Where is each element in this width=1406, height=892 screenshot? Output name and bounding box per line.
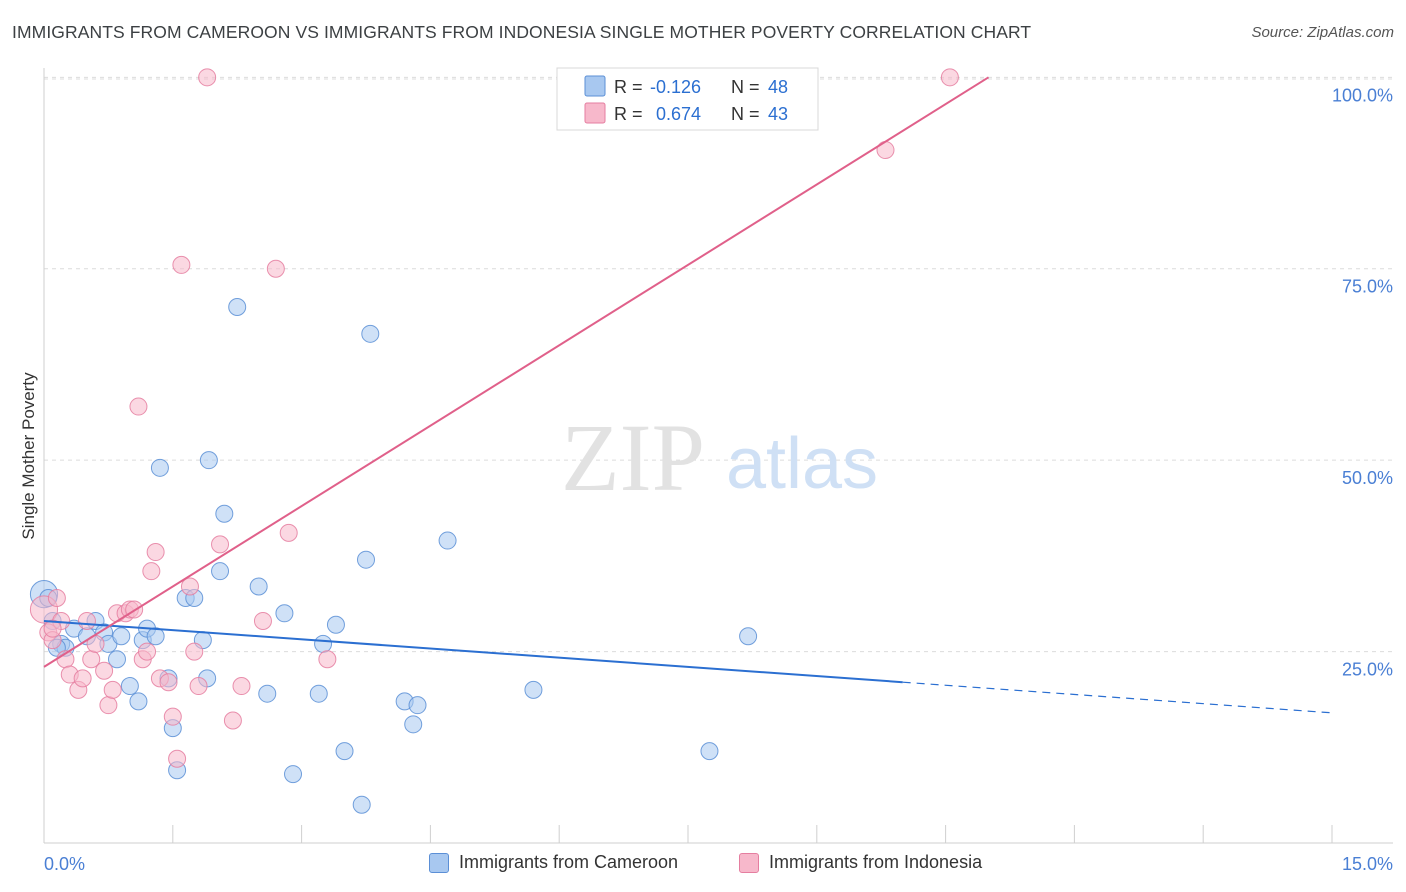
point-cameroon xyxy=(129,692,148,711)
point-indonesia xyxy=(876,141,895,160)
point-cameroon xyxy=(357,550,375,569)
y-tick-label: 75.0% xyxy=(1342,277,1393,297)
point-cameroon xyxy=(352,795,371,814)
point-indonesia xyxy=(43,619,62,638)
legend-swatch-indonesia xyxy=(739,852,759,873)
point-indonesia xyxy=(73,669,92,688)
x-tick-label: 0.0% xyxy=(44,854,85,874)
x-tick-labels: 0.0% 15.0% xyxy=(44,854,1393,874)
point-cameroon xyxy=(146,627,165,646)
stats-legend-n-label-indonesia: N = xyxy=(731,104,760,124)
point-indonesia xyxy=(279,523,298,542)
point-indonesia xyxy=(138,642,157,661)
watermark-zip: ZIP xyxy=(561,404,705,511)
point-cameroon xyxy=(215,504,234,523)
point-indonesia xyxy=(95,661,114,680)
point-indonesia xyxy=(940,68,959,87)
point-cameroon xyxy=(228,298,247,317)
legend-swatch-cameroon xyxy=(429,852,449,873)
point-cameroon xyxy=(211,562,230,581)
stats-legend-r-label-indonesia: R = xyxy=(614,104,643,124)
chart-title: IMMIGRANTS FROM CAMEROON VS IMMIGRANTS F… xyxy=(12,22,1032,42)
point-cameroon xyxy=(107,650,126,669)
point-indonesia xyxy=(189,677,208,696)
point-indonesia xyxy=(159,673,178,692)
point-indonesia xyxy=(318,650,337,669)
point-indonesia xyxy=(146,543,165,562)
stats-legend-n-value-indonesia: 43 xyxy=(768,104,788,124)
legend-label-indonesia: Immigrants from Indonesia xyxy=(769,852,983,872)
point-cameroon xyxy=(112,627,131,646)
point-cameroon xyxy=(361,324,380,343)
grid-lines xyxy=(44,76,1393,653)
stats-legend-r-label-cameroon: R = xyxy=(614,77,643,97)
point-indonesia xyxy=(253,611,272,630)
source-label: Source: ZipAtlas.com xyxy=(1251,24,1394,41)
stats-legend-swatch-indonesia xyxy=(584,102,606,124)
point-indonesia xyxy=(99,696,118,715)
point-cameroon xyxy=(275,604,294,623)
legend-item-indonesia: Immigrants from Indonesia xyxy=(739,852,982,873)
point-indonesia xyxy=(103,680,122,699)
point-indonesia xyxy=(185,642,204,661)
point-cameroon xyxy=(249,577,268,596)
point-indonesia xyxy=(47,588,66,607)
trend-line-indonesia xyxy=(43,76,990,668)
data-points xyxy=(29,68,959,814)
point-cameroon xyxy=(199,451,218,470)
point-indonesia xyxy=(223,711,242,730)
point-indonesia xyxy=(142,562,161,581)
stats-legend-n-value-cameroon: 48 xyxy=(768,77,788,97)
y-tick-label: 50.0% xyxy=(1342,468,1393,488)
point-indonesia xyxy=(129,397,148,416)
trend-lines xyxy=(43,76,1333,714)
legend-label-cameroon: Immigrants from Cameroon xyxy=(459,852,679,872)
axes xyxy=(43,68,1393,844)
point-indonesia xyxy=(266,259,285,278)
point-cameroon xyxy=(700,742,719,761)
legend-item-cameroon: Immigrants from Cameroon xyxy=(429,852,678,873)
point-indonesia xyxy=(180,577,199,596)
series-legend: Immigrants from Cameroon Immigrants from… xyxy=(0,852,1406,878)
point-indonesia xyxy=(163,707,182,726)
point-indonesia xyxy=(198,68,217,87)
stats-legend-r-value-cameroon: -0.126 xyxy=(650,77,701,97)
trend-line-cameroon xyxy=(43,619,903,684)
point-indonesia xyxy=(168,749,187,768)
watermark: ZIP atlas xyxy=(561,404,878,511)
point-cameroon xyxy=(408,696,427,715)
x-tick-label: 15.0% xyxy=(1342,854,1393,874)
point-cameroon xyxy=(326,615,345,634)
point-cameroon xyxy=(335,742,354,761)
point-cameroon xyxy=(739,627,758,646)
point-cameroon xyxy=(524,680,543,699)
stats-legend: R = -0.126 N = 48 R = 0.674 N = 43 xyxy=(556,67,819,131)
y-tick-label: 25.0% xyxy=(1342,660,1393,680)
stats-legend-swatch-cameroon xyxy=(584,75,606,97)
point-indonesia xyxy=(172,255,191,274)
y-tick-labels: 25.0% 50.0% 75.0% 100.0% xyxy=(1332,85,1393,679)
point-cameroon xyxy=(120,677,139,696)
point-indonesia xyxy=(211,535,230,554)
point-indonesia xyxy=(232,677,251,696)
stats-legend-n-label-cameroon: N = xyxy=(731,77,760,97)
trend-line-cameroon-extension xyxy=(902,681,1333,714)
point-cameroon xyxy=(404,715,423,734)
point-cameroon xyxy=(284,765,303,784)
watermark-atlas: atlas xyxy=(726,424,878,504)
y-tick-label: 100.0% xyxy=(1332,85,1393,105)
y-axis-label: Single Mother Poverty xyxy=(19,372,38,540)
stats-legend-r-value-indonesia: 0.674 xyxy=(656,104,701,124)
point-indonesia xyxy=(77,611,96,630)
point-cameroon xyxy=(150,458,169,477)
point-cameroon xyxy=(438,531,457,550)
point-cameroon xyxy=(258,684,277,703)
point-cameroon xyxy=(314,634,333,653)
point-cameroon xyxy=(309,684,328,703)
